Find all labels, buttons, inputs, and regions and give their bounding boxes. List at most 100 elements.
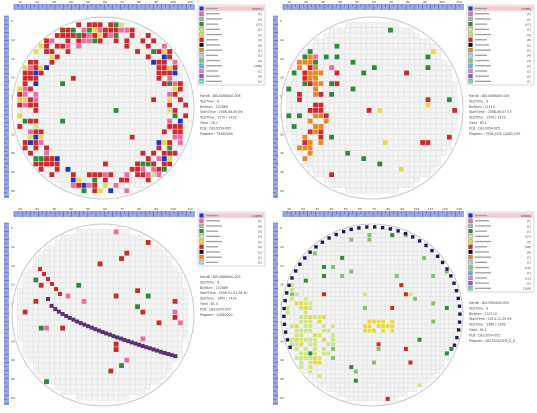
pass-die — [92, 373, 98, 379]
pass-die — [81, 177, 87, 183]
pass-die — [335, 383, 340, 388]
pass-die — [366, 113, 372, 119]
pass-die — [444, 337, 450, 342]
pass-die — [371, 150, 377, 156]
legend-count: (1) — [527, 271, 531, 275]
defect-die — [183, 113, 189, 119]
pass-die — [382, 177, 388, 183]
pass-die — [340, 246, 345, 251]
pass-die — [76, 330, 82, 337]
pass-die — [385, 355, 390, 361]
defect-die — [417, 383, 422, 388]
pass-die — [334, 91, 340, 97]
pass-die — [385, 373, 390, 379]
pass-die — [349, 392, 354, 397]
pass-die — [161, 288, 167, 294]
pass-die — [382, 182, 388, 188]
pass-die — [430, 310, 436, 315]
pass-die — [86, 341, 92, 347]
pass-die — [377, 91, 383, 97]
pass-die — [436, 75, 442, 81]
pass-die — [60, 272, 66, 278]
pass-die — [102, 368, 108, 374]
pass-die — [118, 341, 125, 347]
defect-die — [124, 177, 130, 183]
pass-die — [113, 304, 119, 310]
pass-die — [390, 387, 395, 393]
pass-die — [108, 357, 114, 363]
pass-die — [33, 330, 39, 337]
pass-die — [296, 81, 303, 87]
pass-die — [43, 102, 50, 108]
pass-die — [349, 260, 354, 265]
pass-die — [377, 48, 383, 55]
pass-die — [43, 75, 50, 81]
pass-die — [60, 379, 66, 385]
pass-die — [408, 310, 413, 315]
pass-die — [334, 27, 340, 33]
defect-die — [33, 129, 39, 135]
pass-die — [118, 395, 125, 401]
pass-die — [289, 333, 295, 338]
legend-label — [206, 39, 218, 41]
pass-die — [377, 81, 383, 87]
defect-die — [318, 140, 324, 145]
pass-die — [102, 298, 108, 304]
legend-count: (27) — [525, 235, 531, 239]
pass-die — [60, 166, 66, 172]
pass-die — [390, 310, 395, 315]
pass-die — [140, 134, 146, 140]
pass-die — [81, 65, 87, 71]
pass-die — [129, 330, 135, 337]
defect-die — [65, 49, 71, 54]
pass-die — [353, 260, 359, 265]
pass-die — [156, 150, 162, 156]
x-tick-label: 110 — [456, 0, 462, 4]
wafer-info-line: StartTime : 2014-11-29 09: — [469, 317, 512, 321]
pass-die — [76, 346, 82, 353]
pass-die — [350, 118, 356, 124]
pass-die — [172, 288, 178, 294]
pass-die — [124, 97, 130, 103]
pass-die — [54, 172, 60, 178]
pass-die — [444, 296, 450, 302]
pass-die — [76, 314, 82, 320]
pass-die — [393, 134, 399, 140]
edge-die — [283, 330, 288, 334]
pass-die — [54, 113, 60, 119]
pass-die — [440, 314, 445, 320]
pass-die — [398, 118, 404, 124]
pass-die — [355, 54, 361, 60]
pass-die — [108, 113, 114, 119]
pass-die — [49, 368, 55, 374]
pass-die — [70, 373, 76, 379]
pass-die — [145, 384, 151, 390]
pass-die — [390, 292, 395, 297]
pass-die — [140, 65, 146, 71]
pass-die — [453, 319, 459, 324]
defect-die — [44, 38, 49, 44]
defect-die — [44, 379, 49, 385]
pass-die — [344, 396, 349, 402]
pass-die — [382, 129, 388, 135]
pass-die — [366, 65, 372, 71]
pass-die — [393, 91, 399, 97]
pass-die — [129, 272, 135, 278]
pass-die — [414, 38, 420, 44]
legend-label — [475, 80, 491, 82]
defect-die — [33, 65, 39, 71]
pass-die — [321, 364, 327, 370]
pass-die — [76, 266, 82, 272]
pass-die — [440, 305, 445, 311]
legend-label — [206, 246, 218, 248]
pass-die — [344, 369, 349, 374]
pass-die — [408, 287, 413, 292]
pass-die — [409, 59, 415, 65]
y-ruler — [273, 222, 278, 405]
pass-die — [60, 363, 66, 369]
pass-die — [65, 330, 71, 337]
scratch-die — [155, 348, 160, 353]
pass-die — [425, 38, 431, 44]
pass-die — [358, 269, 363, 274]
defect-die — [172, 129, 178, 135]
